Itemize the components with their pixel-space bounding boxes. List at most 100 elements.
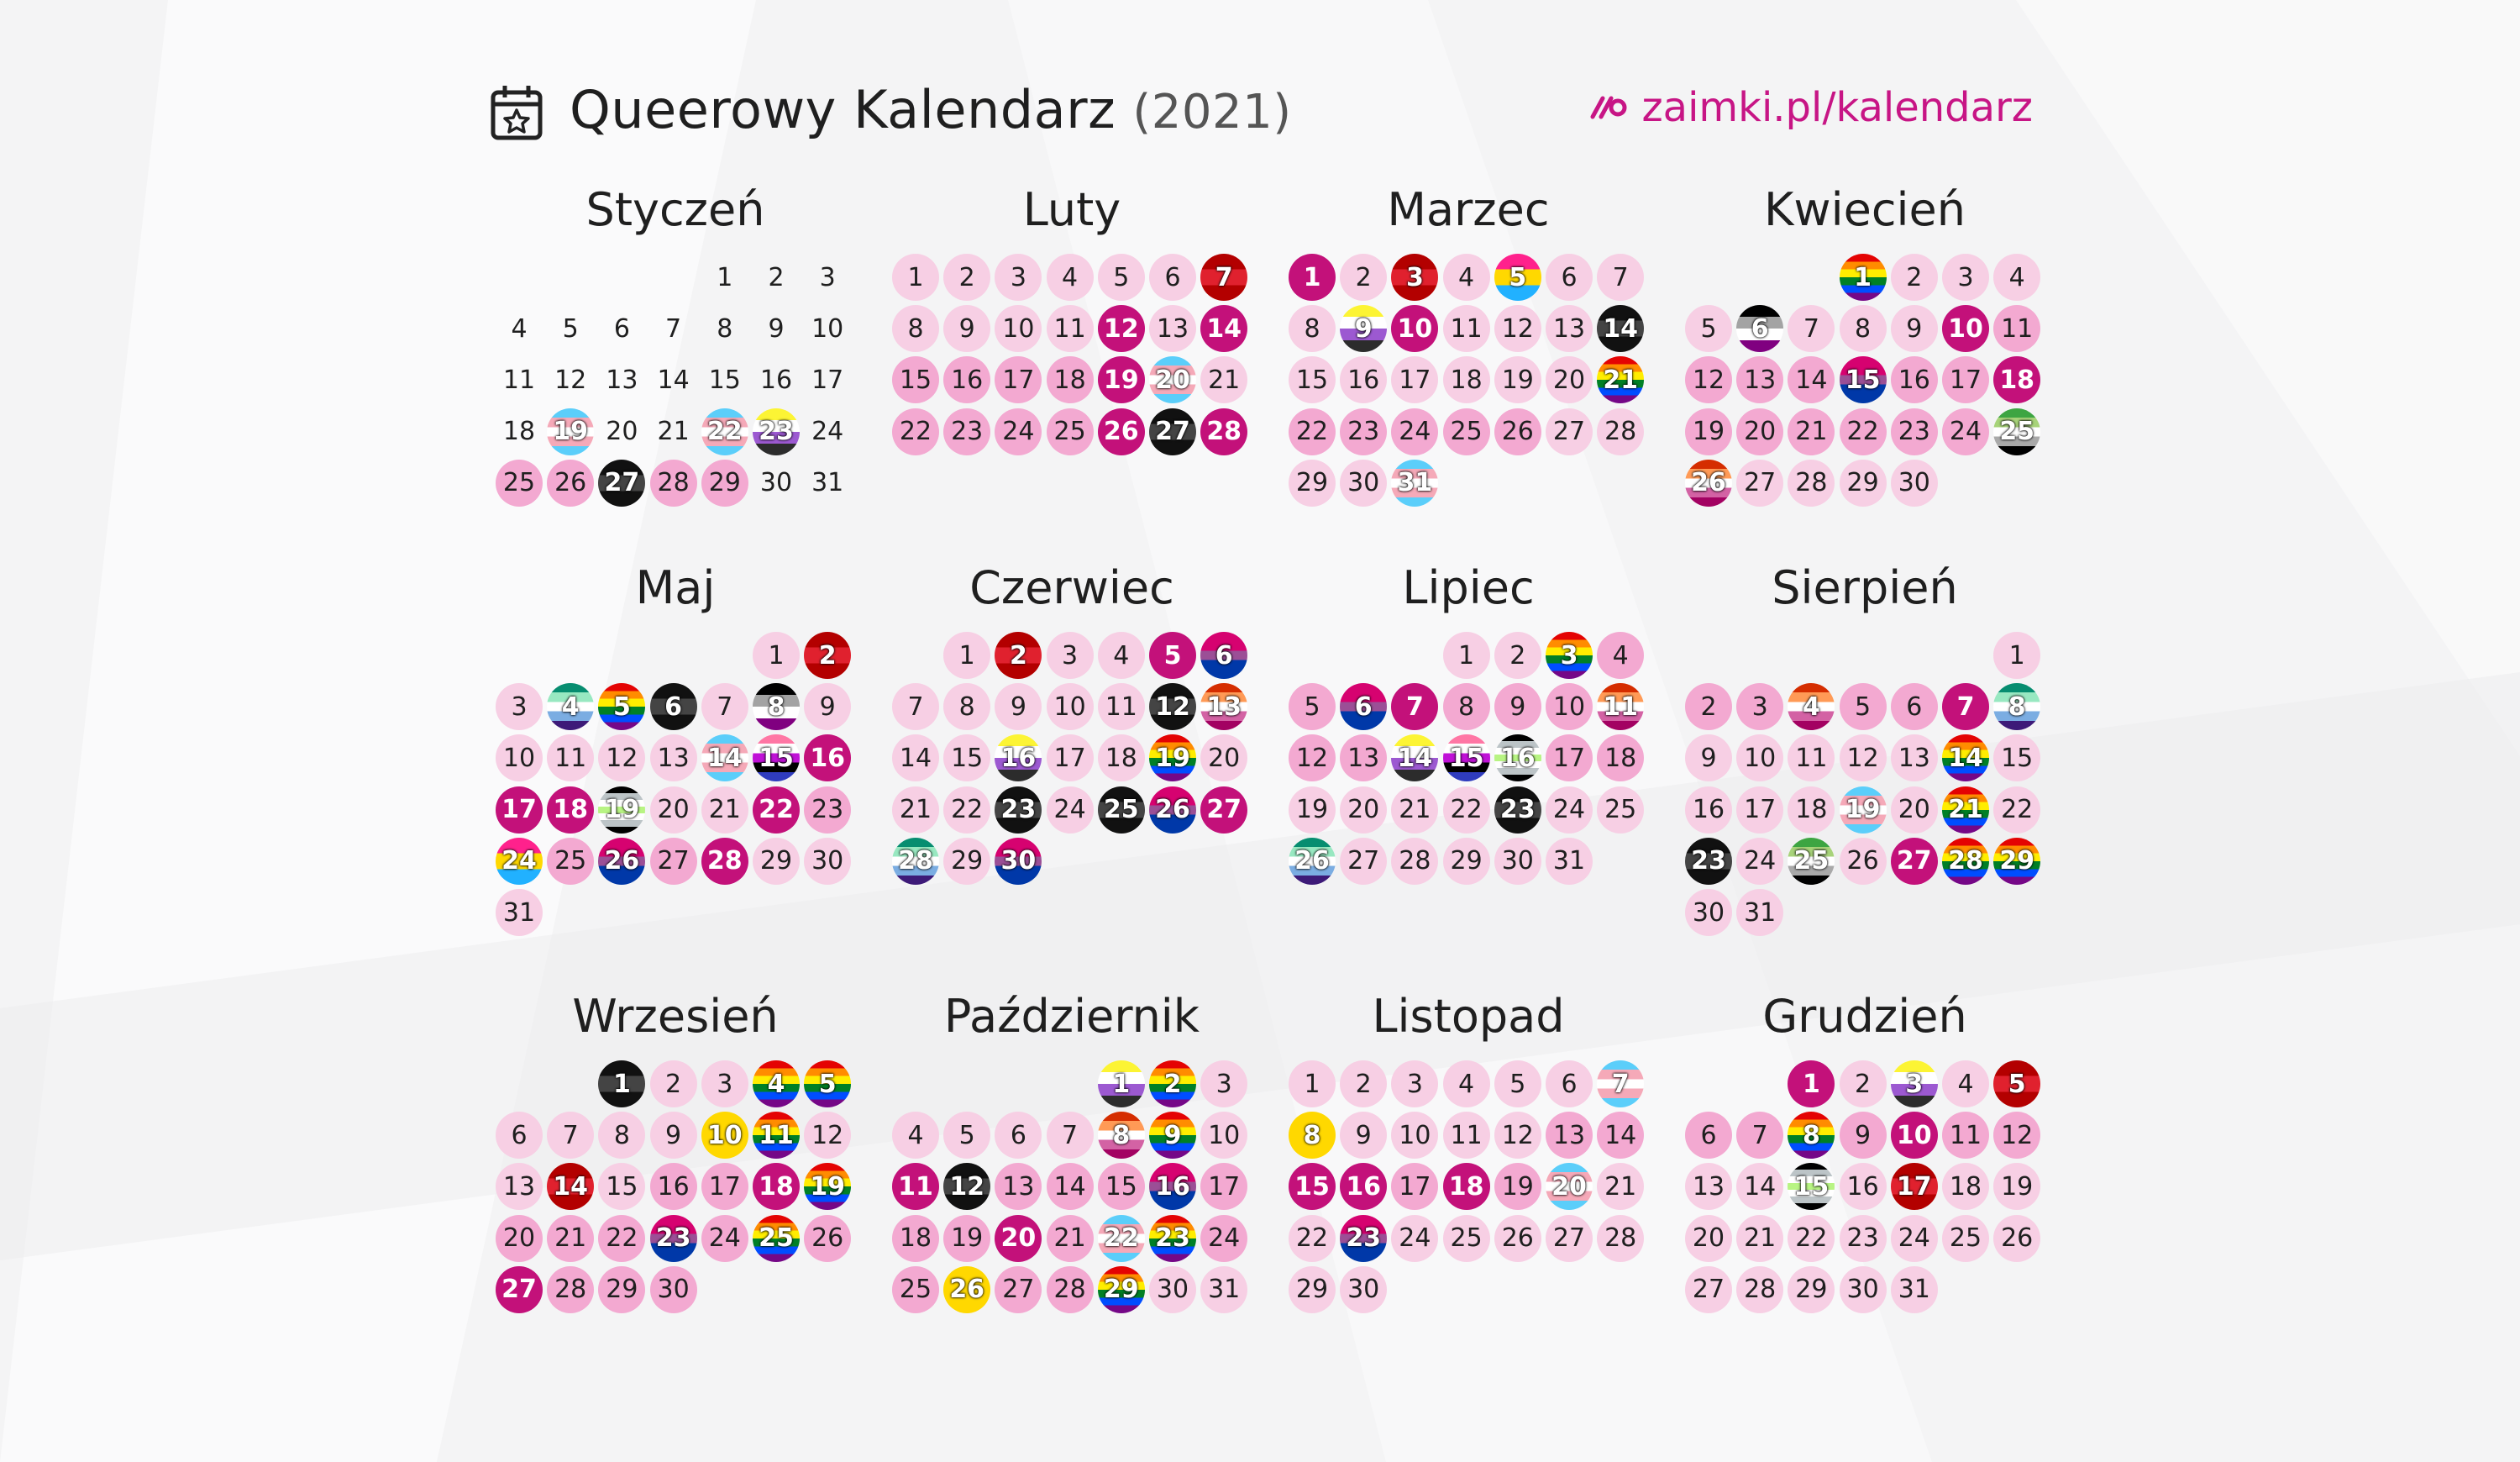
day-cell[interactable]: 20 [496, 1214, 543, 1262]
day-cell[interactable]: 10 [701, 1112, 748, 1160]
day-cell[interactable]: 27 [1546, 1214, 1593, 1262]
day-cell[interactable]: 23 [995, 786, 1042, 834]
day-cell[interactable]: 31 [1391, 459, 1439, 507]
day-cell[interactable]: 17 [1391, 1163, 1439, 1211]
day-cell[interactable]: 18 [1442, 356, 1490, 404]
day-cell[interactable]: 24 [1391, 408, 1439, 455]
day-cell[interactable]: 24 [496, 837, 543, 885]
day-cell[interactable]: 21 [1597, 1163, 1645, 1211]
day-cell[interactable]: 8 [892, 305, 939, 353]
day-cell[interactable]: 7 [1597, 254, 1645, 301]
day-cell[interactable]: 13 [1685, 1163, 1732, 1211]
day-cell[interactable]: 25 [892, 1265, 939, 1313]
day-cell[interactable]: 24 [1546, 786, 1593, 834]
day-cell[interactable]: 13 [995, 1163, 1042, 1211]
day-cell[interactable]: 17 [1391, 356, 1439, 404]
day-cell[interactable]: 18 [753, 1163, 800, 1211]
day-cell[interactable]: 11 [1442, 1112, 1490, 1160]
day-cell[interactable]: 8 [753, 683, 800, 731]
day-cell[interactable]: 16 [1494, 734, 1541, 782]
day-cell[interactable]: 8 [717, 313, 733, 344]
day-cell[interactable]: 5 [1494, 254, 1541, 301]
day-cell[interactable]: 21 [701, 786, 748, 834]
day-cell[interactable]: 15 [1289, 1163, 1336, 1211]
day-cell[interactable]: 9 [804, 683, 852, 731]
day-cell[interactable]: 27 [1546, 408, 1593, 455]
day-cell[interactable]: 19 [1494, 356, 1541, 404]
day-cell[interactable]: 16 [1340, 356, 1388, 404]
day-cell[interactable]: 4 [892, 1112, 939, 1160]
day-cell[interactable]: 3 [995, 254, 1042, 301]
day-cell[interactable]: 22 [1839, 408, 1887, 455]
day-cell[interactable]: 15 [708, 365, 741, 395]
day-cell[interactable]: 18 [1097, 734, 1145, 782]
day-cell[interactable]: 24 [1391, 1214, 1439, 1262]
day-cell[interactable]: 23 [1685, 837, 1732, 885]
day-cell[interactable]: 6 [1546, 1060, 1593, 1107]
day-cell[interactable]: 3 [1546, 632, 1593, 679]
day-cell[interactable]: 13 [1546, 1112, 1593, 1160]
day-cell[interactable]: 10 [995, 305, 1042, 353]
day-cell[interactable]: 19 [1097, 356, 1145, 404]
day-cell[interactable]: 25 [1597, 786, 1645, 834]
day-cell[interactable]: 14 [547, 1163, 595, 1211]
day-cell[interactable]: 26 [1097, 408, 1145, 455]
day-cell[interactable]: 1 [1993, 632, 2041, 679]
day-cell[interactable]: 2 [1685, 683, 1732, 731]
day-cell[interactable]: 21 [1942, 786, 1989, 834]
day-cell[interactable]: 12 [1685, 356, 1732, 404]
day-cell[interactable]: 25 [1788, 837, 1835, 885]
day-cell[interactable]: 28 [1942, 837, 1989, 885]
day-cell[interactable]: 14 [892, 734, 939, 782]
day-cell[interactable]: 13 [1736, 356, 1784, 404]
day-cell[interactable]: 9 [1340, 305, 1388, 353]
day-cell[interactable]: 7 [1736, 1112, 1784, 1160]
day-cell[interactable]: 14 [1736, 1163, 1784, 1211]
day-cell[interactable]: 12 [1993, 1112, 2041, 1160]
day-cell[interactable]: 30 [649, 1265, 697, 1313]
day-cell[interactable]: 2 [768, 262, 785, 292]
day-cell[interactable]: 15 [1442, 734, 1490, 782]
day-cell[interactable]: 30 [1839, 1265, 1887, 1313]
day-cell[interactable]: 24 [1200, 1214, 1248, 1262]
day-cell[interactable]: 9 [1685, 734, 1732, 782]
day-cell[interactable]: 31 [1546, 837, 1593, 885]
day-cell[interactable]: 22 [892, 408, 939, 455]
day-cell[interactable]: 28 [892, 837, 939, 885]
day-cell[interactable]: 26 [1289, 837, 1336, 885]
day-cell[interactable]: 30 [995, 837, 1042, 885]
day-cell[interactable]: 21 [1200, 356, 1248, 404]
day-cell[interactable]: 13 [496, 1163, 543, 1211]
day-cell[interactable]: 4 [1097, 632, 1145, 679]
day-cell[interactable]: 26 [598, 837, 646, 885]
day-cell[interactable]: 14 [1200, 305, 1248, 353]
day-cell[interactable]: 28 [1736, 1265, 1784, 1313]
day-cell[interactable]: 4 [511, 313, 528, 344]
day-cell[interactable]: 10 [1046, 683, 1094, 731]
day-cell[interactable]: 25 [1046, 408, 1094, 455]
day-cell[interactable]: 2 [649, 1060, 697, 1107]
day-cell[interactable]: 17 [1200, 1163, 1248, 1211]
day-cell[interactable]: 6 [1890, 683, 1938, 731]
day-cell[interactable]: 1 [1289, 254, 1336, 301]
day-cell[interactable]: 4 [1442, 1060, 1490, 1107]
day-cell[interactable]: 27 [1685, 1265, 1732, 1313]
day-cell[interactable]: 12 [1289, 734, 1336, 782]
day-cell[interactable]: 18 [547, 786, 595, 834]
day-cell[interactable]: 21 [657, 417, 690, 447]
day-cell[interactable]: 24 [1046, 786, 1094, 834]
day-cell[interactable]: 18 [892, 1214, 939, 1262]
day-cell[interactable]: 2 [1890, 254, 1938, 301]
day-cell[interactable]: 15 [1839, 356, 1887, 404]
day-cell[interactable]: 4 [1993, 254, 2041, 301]
day-cell[interactable]: 30 [1340, 1265, 1388, 1313]
day-cell[interactable]: 13 [1340, 734, 1388, 782]
day-cell[interactable]: 16 [759, 365, 793, 395]
day-cell[interactable]: 5 [598, 683, 646, 731]
day-cell[interactable]: 24 [1736, 837, 1784, 885]
day-cell[interactable]: 22 [701, 408, 748, 455]
day-cell[interactable]: 13 [606, 365, 638, 395]
day-cell[interactable]: 12 [554, 365, 587, 395]
day-cell[interactable]: 31 [811, 468, 844, 498]
day-cell[interactable]: 6 [995, 1112, 1042, 1160]
